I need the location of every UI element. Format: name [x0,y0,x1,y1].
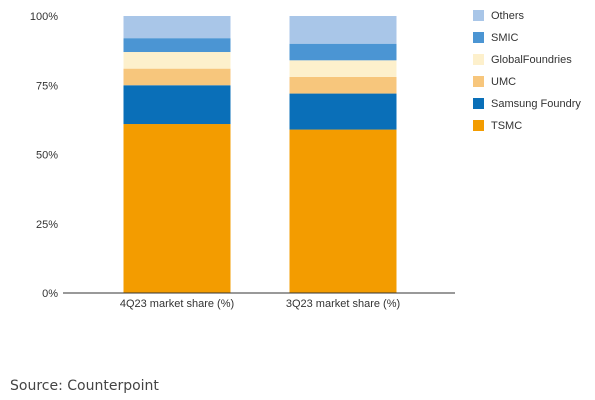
legend-swatch [473,54,484,65]
x-tick-label: 4Q23 market share (%) [120,298,234,310]
legend-label: TSMC [491,120,522,132]
bar-segment [123,52,231,69]
legend: Others SMIC GlobalFoundries UMC Samsung Foun… [473,10,581,132]
bar-segment [123,16,231,39]
y-tick-label: 50% [36,150,58,162]
legend-label: Samsung Foundry [491,98,581,110]
y-tick-label: 100% [30,11,58,23]
bar-segment [289,129,397,293]
bar-segment [123,124,231,293]
bar-segment [289,60,397,77]
bar-segment [123,38,231,53]
bar-segment [289,43,397,61]
y-axis-ticks: 0% 25% 50% 75% 100% [30,11,58,300]
source-note: Source: Counterpoint [10,378,159,394]
bar-segment [123,68,231,86]
legend-label: SMIC [491,32,519,44]
x-tick-label: 3Q23 market share (%) [286,298,400,310]
x-axis-ticks: 4Q23 market share (%) 3Q23 market share (… [120,298,400,310]
bar-segment [289,16,397,44]
legend-swatch [473,76,484,87]
y-tick-label: 25% [36,219,58,231]
legend-swatch [473,10,484,21]
chart: 0% 25% 50% 75% 100% 4Q23 market share (%) 3Q2… [30,10,581,310]
y-tick-label: 75% [36,80,58,92]
legend-swatch [473,120,484,131]
legend-swatch [473,32,484,43]
legend-label: Others [491,10,525,22]
bar-group [123,16,397,293]
legend-label: UMC [491,76,516,88]
bar-segment [289,76,397,94]
y-tick-label: 0% [42,288,58,300]
bar-segment [289,93,397,130]
legend-label: GlobalFoundries [491,54,572,66]
legend-swatch [473,98,484,109]
bar-segment [123,85,231,125]
